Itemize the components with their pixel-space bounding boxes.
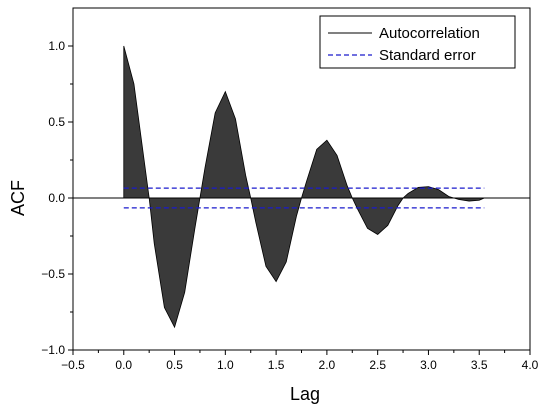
axes-layer: −0.5 0.0 0.5 1.0 1.5 2.0 2.5 3.0 3.5 4.0−1.0−0.50… xyxy=(41,7,539,372)
y-tick-label: −0.5 xyxy=(41,267,65,281)
y-axis-title: ACF xyxy=(8,180,28,216)
legend-standard-error-label: Standard error xyxy=(379,47,476,64)
y-tick-label: 0.5 xyxy=(48,115,65,129)
x-tick-label: 0.0 xyxy=(115,358,132,372)
x-tick-label: 2.0 xyxy=(319,358,336,372)
legend-box xyxy=(319,15,516,69)
x-tick-label: 3.5 xyxy=(471,358,488,372)
y-tick-label: 0.0 xyxy=(48,191,65,205)
legend-autocorrelation-label: Autocorrelation xyxy=(379,25,480,42)
x-tick-label: 1.5 xyxy=(268,358,285,372)
x-tick-label: 4.0 xyxy=(522,358,539,372)
x-tick-label: −0.5 xyxy=(61,358,85,372)
autocorrelation-area xyxy=(123,45,485,329)
legend: Autocorrelation Standard error xyxy=(319,15,516,69)
y-tick-label: −1.0 xyxy=(41,343,65,357)
x-axis-title: Lag xyxy=(290,384,320,404)
x-tick-label: 3.0 xyxy=(420,358,437,372)
y-tick-label: 1.0 xyxy=(48,39,65,53)
x-tick-label: 2.5 xyxy=(369,358,386,372)
x-tick-label: 0.5 xyxy=(166,358,183,372)
plot-layer xyxy=(73,45,530,329)
x-tick-label: 1.0 xyxy=(217,358,234,372)
